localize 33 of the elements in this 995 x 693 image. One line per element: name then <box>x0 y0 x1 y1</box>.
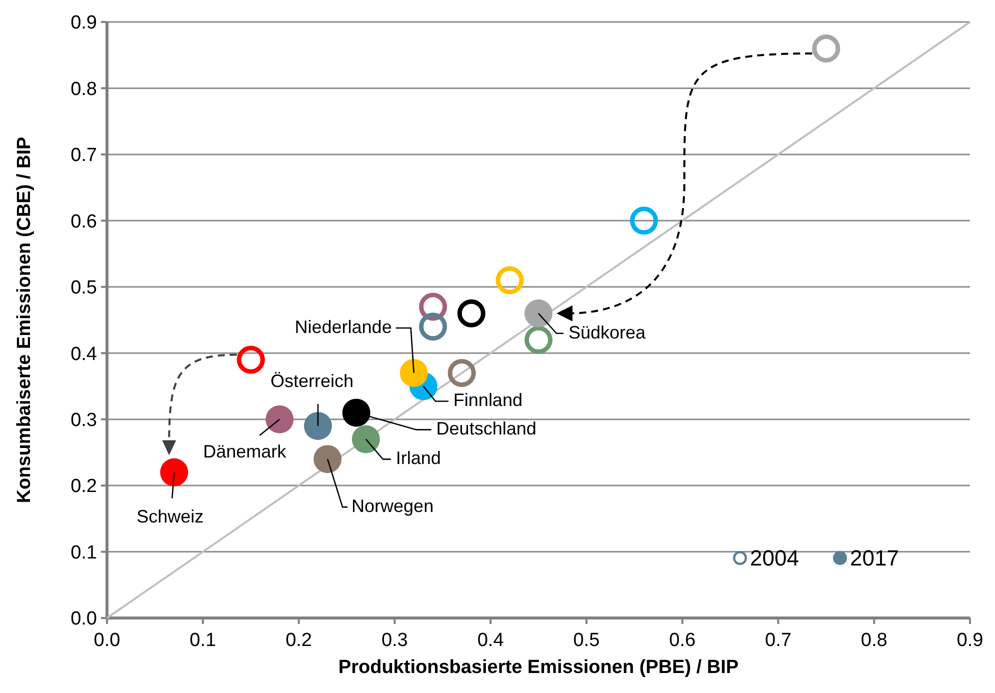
y-tick-label: 0.7 <box>70 145 97 166</box>
x-tick-label: 0.7 <box>765 630 792 651</box>
y-axis-title: Konsumbaiserte Emissionen (CBE) / BIP <box>14 136 35 504</box>
annotation: Schweiz <box>136 506 204 526</box>
x-tick-label: 0.6 <box>669 630 696 651</box>
y-tick-label: 0.8 <box>70 78 97 100</box>
y-tick-label: 0.0 <box>70 608 97 630</box>
annotation: Niederlande <box>294 316 392 337</box>
x-tick-label: 0.0 <box>94 630 120 651</box>
x-tick-label: 0.4 <box>477 630 504 651</box>
y-tick-label: 0.5 <box>70 278 97 299</box>
y-tick-label: 0.4 <box>70 344 98 365</box>
x-tick-label: 0.5 <box>573 630 600 651</box>
x-tick-label: 0.8 <box>860 630 888 651</box>
y-tick-label: 0.9 <box>70 12 97 34</box>
annotation: Deutschland <box>436 418 536 439</box>
x-tick-label: 0.2 <box>286 630 312 651</box>
x-tick-label: 0.9 <box>956 630 984 651</box>
x-axis-title: Produktionsbasierte Emissionen (PBE) / BIP <box>338 657 739 678</box>
annotation: Norwegen <box>352 496 434 516</box>
annotation: Dänemark <box>203 441 288 462</box>
annotation: Finnland <box>453 390 522 410</box>
x-tick-label: 0.3 <box>381 630 408 651</box>
annotation: Irland <box>396 448 441 468</box>
legend-label: 2017 <box>850 546 899 571</box>
annotation: Österreich <box>270 370 354 391</box>
y-tick-label: 0.1 <box>70 542 97 564</box>
y-tick-label: 0.6 <box>70 211 97 232</box>
annotation: Südkorea <box>568 322 647 342</box>
x-tick-label: 0.1 <box>190 630 216 651</box>
y-tick-label: 0.2 <box>70 476 97 498</box>
y-tick-label: 0.3 <box>70 410 97 431</box>
legend-label: 2004 <box>750 546 799 571</box>
